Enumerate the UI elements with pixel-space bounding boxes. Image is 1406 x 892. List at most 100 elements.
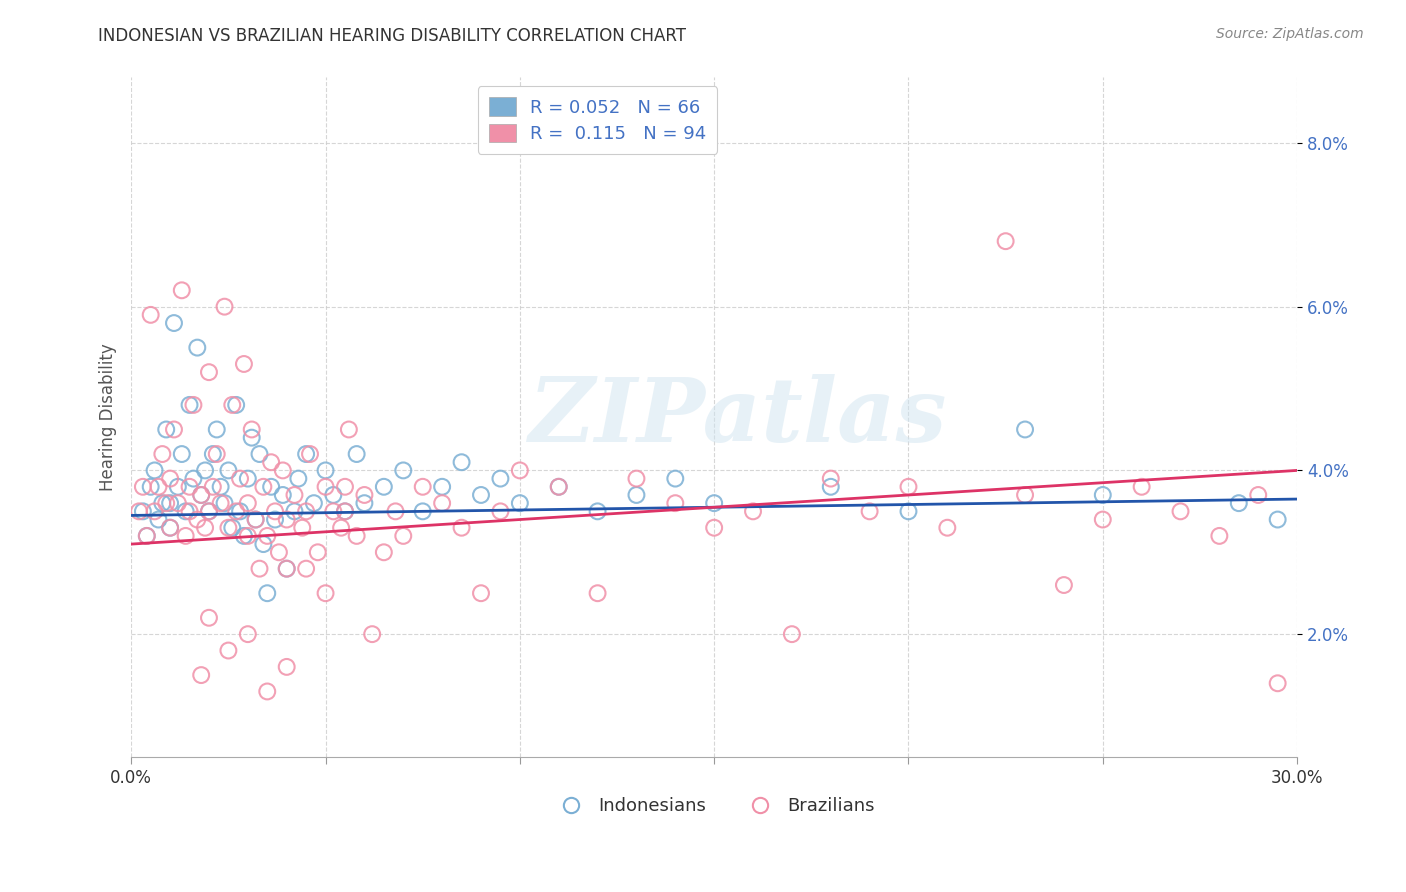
Point bbox=[333, 480, 356, 494]
Text: INDONESIAN VS BRAZILIAN HEARING DISABILITY CORRELATION CHART: INDONESIAN VS BRAZILIAN HEARING DISABILI… bbox=[98, 27, 686, 45]
Point bbox=[139, 308, 162, 322]
Point bbox=[245, 512, 267, 526]
Point bbox=[236, 529, 259, 543]
Legend: Indonesians, Brazilians: Indonesians, Brazilians bbox=[546, 790, 883, 822]
Point bbox=[179, 480, 201, 494]
Point bbox=[664, 496, 686, 510]
Point bbox=[167, 480, 190, 494]
Point bbox=[283, 488, 305, 502]
Text: Source: ZipAtlas.com: Source: ZipAtlas.com bbox=[1216, 27, 1364, 41]
Point bbox=[198, 611, 221, 625]
Point bbox=[221, 398, 243, 412]
Point bbox=[780, 627, 803, 641]
Text: ZIPatlas: ZIPatlas bbox=[529, 374, 946, 460]
Point bbox=[183, 398, 205, 412]
Point bbox=[295, 447, 318, 461]
Point bbox=[936, 521, 959, 535]
Point bbox=[1014, 488, 1036, 502]
Point bbox=[159, 521, 181, 535]
Point bbox=[214, 300, 236, 314]
Point bbox=[135, 529, 157, 543]
Point bbox=[150, 496, 173, 510]
Point bbox=[430, 480, 453, 494]
Point bbox=[190, 668, 212, 682]
Point bbox=[159, 496, 181, 510]
Point bbox=[322, 504, 344, 518]
Point bbox=[897, 480, 920, 494]
Point bbox=[198, 365, 221, 379]
Point bbox=[276, 660, 298, 674]
Point bbox=[229, 472, 252, 486]
Point bbox=[994, 234, 1017, 248]
Point bbox=[179, 504, 201, 518]
Point bbox=[198, 504, 221, 518]
Point bbox=[186, 512, 208, 526]
Point bbox=[143, 463, 166, 477]
Point bbox=[509, 463, 531, 477]
Point bbox=[897, 504, 920, 518]
Point bbox=[333, 504, 356, 518]
Point bbox=[252, 537, 274, 551]
Point bbox=[252, 480, 274, 494]
Point bbox=[217, 463, 239, 477]
Point bbox=[450, 521, 472, 535]
Point bbox=[820, 480, 842, 494]
Point bbox=[664, 472, 686, 486]
Point bbox=[174, 529, 197, 543]
Point bbox=[205, 422, 228, 436]
Point bbox=[233, 529, 256, 543]
Point bbox=[271, 463, 294, 477]
Point bbox=[1014, 422, 1036, 436]
Point bbox=[315, 463, 337, 477]
Point bbox=[1208, 529, 1230, 543]
Point bbox=[322, 488, 344, 502]
Point bbox=[183, 472, 205, 486]
Point bbox=[373, 480, 395, 494]
Point bbox=[626, 472, 648, 486]
Point bbox=[1170, 504, 1192, 518]
Point bbox=[240, 422, 263, 436]
Point bbox=[225, 398, 247, 412]
Point bbox=[249, 562, 271, 576]
Point bbox=[586, 586, 609, 600]
Point bbox=[148, 512, 170, 526]
Point bbox=[159, 521, 181, 535]
Point bbox=[489, 472, 512, 486]
Point bbox=[742, 504, 765, 518]
Point bbox=[267, 545, 290, 559]
Point bbox=[225, 504, 247, 518]
Point bbox=[170, 447, 193, 461]
Point bbox=[128, 504, 150, 518]
Point bbox=[1091, 512, 1114, 526]
Point bbox=[1130, 480, 1153, 494]
Point bbox=[302, 496, 325, 510]
Point bbox=[450, 455, 472, 469]
Point bbox=[190, 488, 212, 502]
Point bbox=[509, 496, 531, 510]
Point bbox=[179, 398, 201, 412]
Point bbox=[820, 472, 842, 486]
Point bbox=[233, 357, 256, 371]
Point bbox=[236, 627, 259, 641]
Point bbox=[217, 643, 239, 657]
Point bbox=[163, 422, 186, 436]
Point bbox=[315, 480, 337, 494]
Point bbox=[256, 684, 278, 698]
Point bbox=[430, 496, 453, 510]
Point bbox=[384, 504, 406, 518]
Point bbox=[586, 504, 609, 518]
Point bbox=[353, 488, 375, 502]
Point bbox=[1267, 676, 1289, 690]
Point bbox=[214, 496, 236, 510]
Point bbox=[276, 562, 298, 576]
Point bbox=[361, 627, 384, 641]
Point bbox=[132, 480, 155, 494]
Point bbox=[291, 521, 314, 535]
Point bbox=[333, 504, 356, 518]
Point bbox=[1053, 578, 1076, 592]
Point bbox=[412, 480, 434, 494]
Point bbox=[174, 504, 197, 518]
Point bbox=[135, 529, 157, 543]
Point bbox=[1247, 488, 1270, 502]
Point bbox=[194, 463, 217, 477]
